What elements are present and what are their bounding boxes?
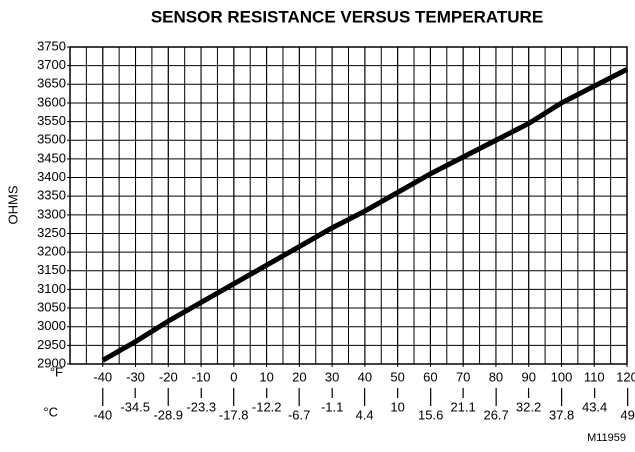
x-tick-label: -40 — [93, 369, 112, 384]
x2-tick-label: 37.8 — [549, 407, 574, 422]
x-tick-label: -20 — [159, 369, 178, 384]
y-tick-label: 3550 — [37, 113, 66, 128]
x2-tick-label: -6.7 — [288, 407, 310, 422]
x-tick-label: -10 — [192, 369, 211, 384]
y-tick-label: 3400 — [37, 169, 66, 184]
y-tick-label: 3200 — [37, 244, 66, 259]
x2-tick-label: 49 — [620, 407, 634, 422]
x-tick-label: -30 — [126, 369, 145, 384]
y-tick-label: 3250 — [37, 225, 66, 240]
x2-tick-label: 21.1 — [450, 399, 475, 414]
y-tick-label: 2900 — [37, 355, 66, 370]
x2-tick-label: -1.1 — [321, 399, 343, 414]
x-tick-label: 0 — [230, 369, 237, 384]
x-tick-label: 20 — [292, 369, 306, 384]
x-tick-label: 120 — [616, 369, 635, 384]
x2-tick-label: 26.7 — [483, 407, 508, 422]
y-tick-label: 3000 — [37, 318, 66, 333]
x-unit-label: °F — [50, 364, 63, 379]
x2-tick-label: -28.9 — [153, 407, 183, 422]
x2-tick-label: -12.2 — [252, 399, 282, 414]
y-tick-label: 3300 — [37, 206, 66, 221]
y-tick-label: 3600 — [37, 94, 66, 109]
y-tick-label: 2950 — [37, 337, 66, 352]
y-tick-label: 3500 — [37, 132, 66, 147]
x-tick-label: 60 — [423, 369, 437, 384]
y-tick-label: 3450 — [37, 150, 66, 165]
y-axis-label: OHMS — [5, 185, 20, 224]
x-tick-label: 80 — [489, 369, 503, 384]
x2-tick-label: 32.2 — [516, 399, 541, 414]
x2-tick-label: -34.5 — [120, 399, 150, 414]
y-tick-label: 3700 — [37, 57, 66, 72]
data-line — [101, 67, 629, 363]
x2-tick-label: 43.4 — [582, 399, 607, 414]
y-tick-label: 3050 — [37, 299, 66, 314]
plot-frame — [69, 46, 628, 365]
y-tick-label: 3100 — [37, 281, 66, 296]
chart-title: SENSOR RESISTANCE VERSUS TEMPERATURE — [151, 7, 543, 26]
x2-tick-label: -40 — [93, 407, 112, 422]
x-tick-label: 10 — [259, 369, 273, 384]
x-tick-label: 30 — [325, 369, 339, 384]
x2-unit-label: °C — [43, 404, 58, 419]
y-tick-label: 3650 — [37, 76, 66, 91]
x2-tick-label: 15.6 — [418, 407, 443, 422]
y-tick-label: 3350 — [37, 188, 66, 203]
x-tick-label: 90 — [521, 369, 535, 384]
x-tick-label: 40 — [358, 369, 372, 384]
x-tick-label: 50 — [390, 369, 404, 384]
x2-tick-label: 10 — [390, 399, 404, 414]
x2-tick-label: -17.8 — [219, 407, 249, 422]
y-tick-label: 3750 — [37, 38, 66, 53]
x2-tick-label: 4.4 — [356, 407, 374, 422]
y-tick-label: 3150 — [37, 262, 66, 277]
figure-id: M11959 — [587, 432, 626, 444]
x-tick-label: 100 — [551, 369, 573, 384]
x-tick-label: 110 — [584, 369, 605, 384]
x-tick-label: 70 — [456, 369, 470, 384]
x2-tick-label: -23.3 — [186, 399, 216, 414]
